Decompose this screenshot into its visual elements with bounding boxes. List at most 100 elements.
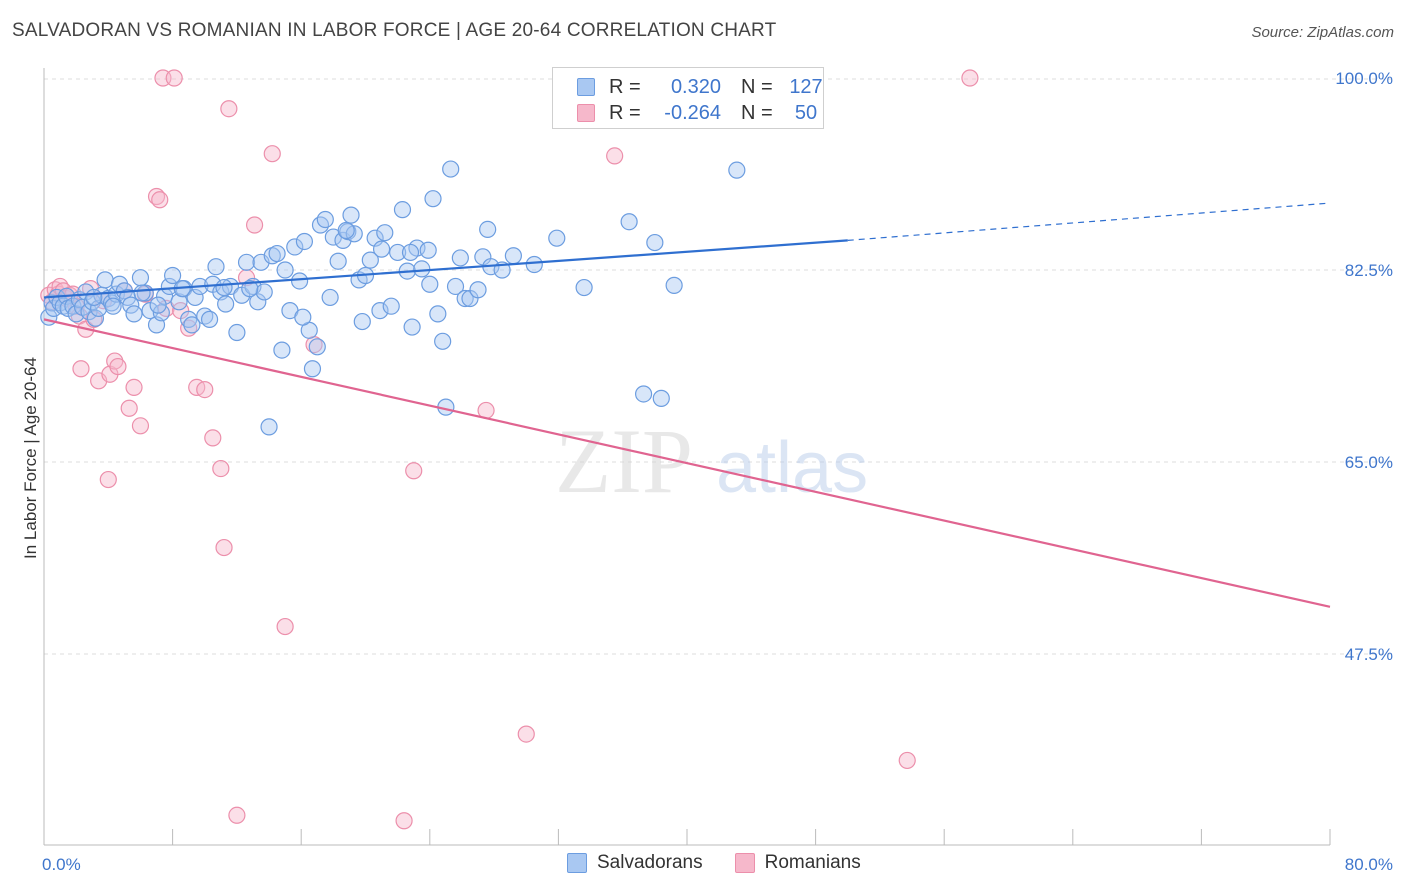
salvadoran-point: [221, 277, 240, 296]
grid-lines: [44, 78, 1395, 655]
pink-swatch: [577, 104, 595, 122]
romanian-point: [898, 751, 916, 770]
blue-swatch: [577, 78, 595, 96]
salvadoran-point: [67, 305, 85, 323]
salvadoran-point: [131, 269, 150, 287]
y-tick-label: 65.0%: [1345, 453, 1393, 472]
legend-row-salvadorans: R = 0.320 N = 127: [577, 74, 831, 100]
salvadoran-point: [393, 201, 412, 219]
r-label: R =: [609, 101, 641, 124]
salvadoran-point: [237, 253, 256, 271]
salvadoran-point: [620, 213, 638, 231]
romanian-point: [165, 69, 183, 87]
romanian-point: [606, 147, 624, 165]
romanian-point: [109, 357, 127, 376]
salvadoran-point: [321, 288, 339, 307]
series-legend: Salvadorans Romanians: [567, 852, 893, 874]
salvadoran-point: [337, 221, 355, 240]
salvadoran-point: [183, 316, 201, 334]
source-label: Source: ZipAtlas.com: [1251, 24, 1394, 41]
romanian-point: [204, 429, 222, 447]
legend-label: Salvadorans: [597, 852, 703, 873]
r-value: 0.320: [670, 75, 721, 98]
romanian-point: [147, 187, 166, 206]
romanian-point: [151, 191, 169, 209]
salvadoran-point: [217, 295, 235, 313]
legend-label: Romanians: [764, 852, 861, 873]
salvadoran-point: [241, 280, 259, 298]
legend-row-romanians: R = -0.264 N = 50: [577, 100, 831, 126]
salvadoran-point: [353, 312, 371, 331]
salvadoran-point: [149, 296, 167, 314]
salvadoran-point: [525, 255, 543, 274]
salvadoran-point: [294, 308, 312, 326]
y-tick-label: 100.0%: [1335, 69, 1393, 88]
salvadoran-point: [442, 160, 460, 178]
salvadoran-point: [329, 252, 347, 270]
salvadoran-point: [276, 261, 294, 279]
n-value: 127: [789, 75, 823, 98]
salvadoran-point: [446, 277, 465, 296]
salvadoran-point: [361, 251, 379, 269]
y-tick-label: 82.5%: [1345, 261, 1393, 280]
romanian-point: [99, 470, 117, 489]
salvadoran-point: [133, 284, 151, 302]
salvadoran-point: [403, 318, 421, 336]
salvadoran-point: [401, 243, 420, 262]
salvadoran-point: [371, 301, 389, 320]
romanian-point: [220, 100, 238, 118]
romanian-point: [395, 812, 413, 830]
romanian-point: [196, 380, 214, 399]
salvadoran-point: [160, 277, 178, 296]
romanian-point: [276, 617, 294, 636]
stats-legend: R = 0.320 N = 127 R = -0.264 N = 50: [552, 67, 824, 129]
salvadoran-point: [479, 220, 497, 239]
romanian-point: [212, 459, 230, 478]
salvadoran-point: [504, 247, 522, 265]
series-romanians: [40, 69, 979, 830]
salvadoran-point: [290, 272, 309, 290]
salvadoran-point: [575, 278, 593, 297]
salvadoran-point: [634, 385, 653, 403]
salvadoran-point: [366, 229, 384, 247]
legend-item-salvadorans[interactable]: Salvadorans: [567, 852, 703, 874]
salvadoran-point: [104, 297, 122, 315]
y-tick-label: 47.5%: [1345, 645, 1393, 664]
y-axis-title: In Labor Force | Age 20-64: [21, 357, 40, 559]
watermark-zip: ZIP: [555, 410, 693, 512]
romanian-point: [245, 216, 264, 234]
trend-lines: [43, 202, 1331, 608]
salvadoran-point: [295, 232, 314, 251]
romanian-trend-line: [43, 318, 1331, 608]
salvadoran-point: [164, 266, 182, 285]
romanian-point: [72, 360, 90, 378]
salvadoran-point: [413, 260, 431, 278]
salvadoran-trend-extension: [847, 202, 1331, 241]
romanian-point: [228, 806, 246, 824]
salvadoran-point: [170, 293, 188, 311]
salvadoran-point: [303, 360, 322, 378]
salvadoran-point: [200, 310, 219, 328]
salvadoran-point: [286, 238, 304, 256]
salvadoran-point: [389, 243, 407, 262]
salvadoran-point: [548, 229, 566, 247]
salvadoran-point: [86, 309, 105, 327]
salvadoran-point: [249, 293, 267, 311]
salvadoran-point: [382, 297, 400, 315]
salvadoran-point: [424, 190, 442, 208]
watermark: ZIP atlas: [555, 410, 868, 512]
legend-item-romanians[interactable]: Romanians: [734, 852, 861, 874]
salvadoran-point: [429, 305, 447, 323]
salvadoran-point: [85, 288, 103, 307]
salvadoran-point: [215, 278, 233, 297]
salvadoran-point: [96, 271, 114, 289]
salvadoran-point: [728, 161, 746, 179]
salvadoran-point: [434, 332, 452, 350]
x-tick-label: 80.0%: [1345, 855, 1393, 874]
watermark-atlas: atlas: [716, 428, 868, 508]
salvadoran-point: [665, 276, 683, 294]
salvadoran-point: [456, 289, 474, 308]
series-salvadorans: [40, 160, 746, 436]
romanian-point: [131, 417, 150, 435]
salvadoran-point: [421, 275, 439, 293]
